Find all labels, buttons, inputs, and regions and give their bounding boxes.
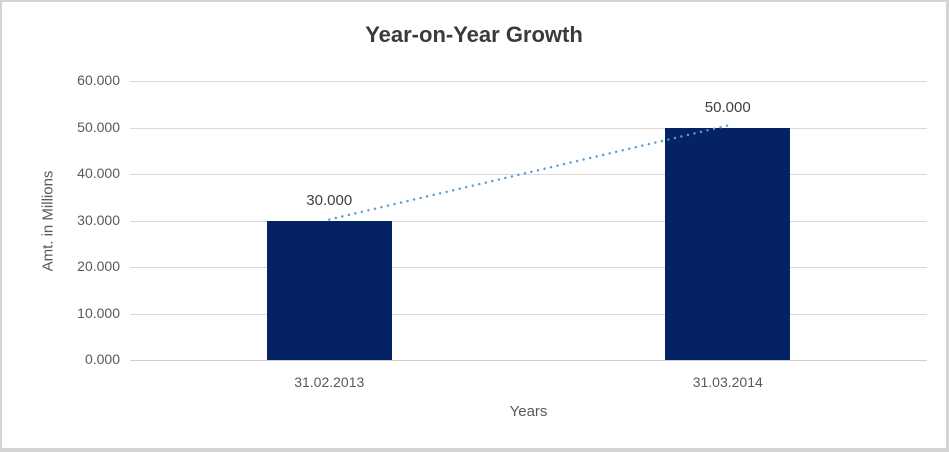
plot-area: 30.000 31.02.2013 50.000 31.03.2014 [130, 81, 927, 390]
gridline [130, 220, 927, 222]
y-tick-label: 30.000 [77, 211, 120, 228]
y-tick-label: 0.000 [84, 351, 120, 367]
y-tick-label: 50.000 [77, 118, 120, 135]
chart-title: Year-on-Year Growth [365, 22, 583, 47]
gridline [130, 81, 927, 82]
bar-31.02.2013 [266, 220, 392, 360]
gridline [130, 360, 927, 361]
x-axis-title: Years [509, 403, 548, 420]
y-tick-label: 10.000 [77, 304, 120, 321]
trendline-path [328, 124, 729, 221]
y-tick-label: 40.000 [77, 165, 120, 181]
gridline [130, 267, 927, 268]
y-tick-label: 20.000 [77, 258, 120, 274]
x-tick-label: 31.03.2014 [692, 374, 763, 390]
data-label: 30.000 [306, 191, 353, 209]
trendline [328, 124, 729, 221]
x-tick-label: 31.02.2013 [294, 374, 365, 390]
y-tick-label: 60.000 [77, 72, 120, 88]
bar-31.03.2014 [665, 127, 791, 360]
gridline [130, 174, 927, 175]
gridline [130, 313, 927, 315]
data-label: 50.000 [704, 98, 751, 116]
gridline [130, 127, 927, 129]
